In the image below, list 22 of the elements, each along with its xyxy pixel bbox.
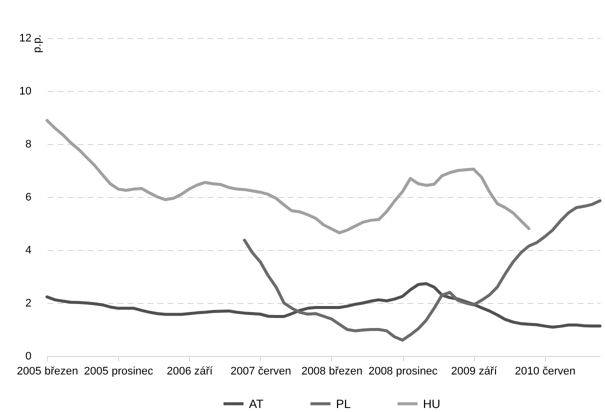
y-axis-title: p.p. — [32, 34, 44, 53]
y-tick-label: 12 — [19, 32, 32, 44]
x-tick-label: 2010 červen — [514, 366, 576, 378]
line-series — [46, 118, 530, 234]
y-tick-label: 2 — [25, 298, 32, 310]
y-tick-label: 0 — [25, 350, 32, 362]
y-tick-label: 6 — [25, 192, 32, 204]
y-tick-label: 10 — [19, 86, 32, 98]
x-tick-label: 2009 září — [451, 366, 498, 378]
x-tick-label: 2008 prosinec — [368, 366, 438, 378]
y-tick-label: 4 — [25, 244, 32, 256]
y-tick-label: 8 — [25, 138, 32, 150]
legend-label: AT — [249, 396, 264, 411]
line-series — [46, 282, 602, 329]
x-tick-label: 2007 červen — [230, 366, 292, 378]
x-tick-label: 2008 březen — [301, 366, 362, 378]
line-series — [243, 199, 602, 342]
x-tick-label: 2005 březen — [16, 366, 78, 378]
legend-label: HU — [423, 396, 440, 411]
x-tick-label: 2005 prosinec — [84, 366, 154, 378]
legend-label: PL — [336, 396, 352, 411]
x-tick-label: 2006 září — [166, 366, 214, 378]
